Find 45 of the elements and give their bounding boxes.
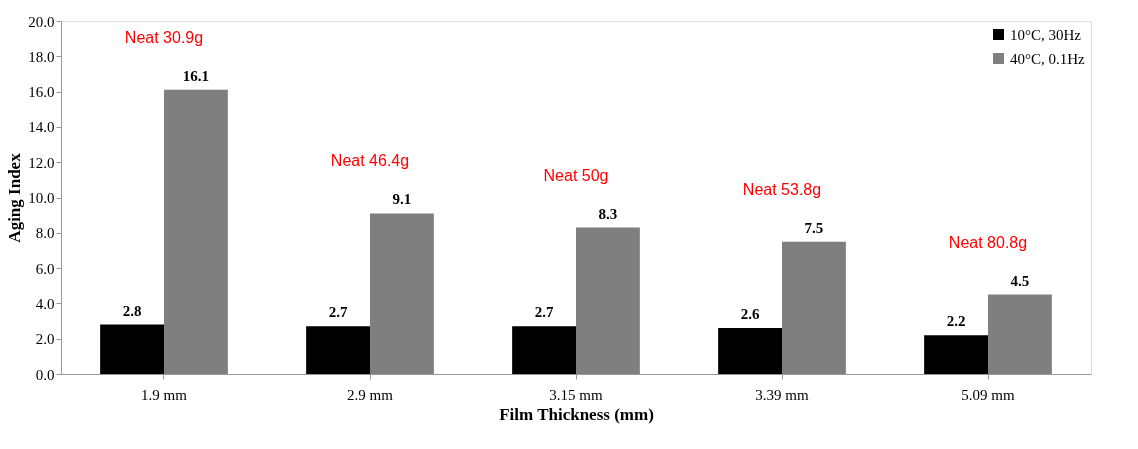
bar	[100, 324, 164, 374]
annotation: Neat 30.9g	[124, 28, 204, 46]
x-tick-label: 5.09 mm	[961, 386, 1015, 403]
annotation: Neat 80.8g	[948, 233, 1028, 251]
bar	[512, 326, 576, 374]
x-tick-label: 3.39 mm	[755, 386, 809, 403]
y-axis-title: Aging Index	[5, 152, 25, 243]
bar	[306, 326, 370, 374]
bar	[718, 328, 782, 374]
data-label: 2.7	[534, 304, 554, 321]
x-tick-label: 3.15 mm	[549, 386, 603, 403]
y-tick-label: 6.0	[35, 260, 55, 277]
data-label: 7.5	[804, 219, 824, 236]
data-label: 2.2	[946, 313, 966, 330]
x-tick-label: 2.9 mm	[347, 386, 394, 403]
annotation: Neat 50g	[543, 166, 609, 184]
y-tick-label: 16.0	[28, 84, 55, 101]
y-tick-label: 8.0	[35, 225, 55, 242]
bar	[370, 213, 434, 374]
x-tick-label: 1.9 mm	[141, 386, 188, 403]
data-label: 2.8	[122, 302, 142, 319]
annotation: Neat 53.8g	[742, 180, 822, 198]
annotation: Neat 46.4g	[330, 152, 410, 170]
legend-label: 10°C, 30Hz	[1010, 26, 1082, 43]
y-tick-label: 10.0	[28, 190, 55, 206]
y-tick-label: 20.0	[28, 13, 55, 30]
bar	[924, 335, 988, 374]
data-label: 2.7	[328, 304, 348, 321]
bar	[576, 227, 640, 374]
data-label: 4.5	[1010, 272, 1030, 289]
y-tick-label: 2.0	[35, 331, 55, 348]
y-tick-label: 14.0	[28, 119, 55, 136]
data-label: 16.1	[182, 67, 210, 84]
x-axis-title: Film Thickness (mm)	[499, 404, 654, 424]
bar	[782, 241, 846, 374]
data-label: 9.1	[392, 191, 412, 208]
y-tick-label: 18.0	[28, 48, 55, 65]
bar	[164, 89, 228, 374]
bar	[988, 294, 1052, 374]
y-tick-label: 0.0	[35, 366, 55, 383]
y-tick-label: 4.0	[35, 295, 55, 312]
data-label: 8.3	[598, 205, 618, 222]
legend-label: 40°C, 0.1Hz	[1010, 50, 1086, 67]
data-label: 2.6	[740, 306, 760, 323]
y-tick-label: 12.0	[28, 154, 55, 171]
